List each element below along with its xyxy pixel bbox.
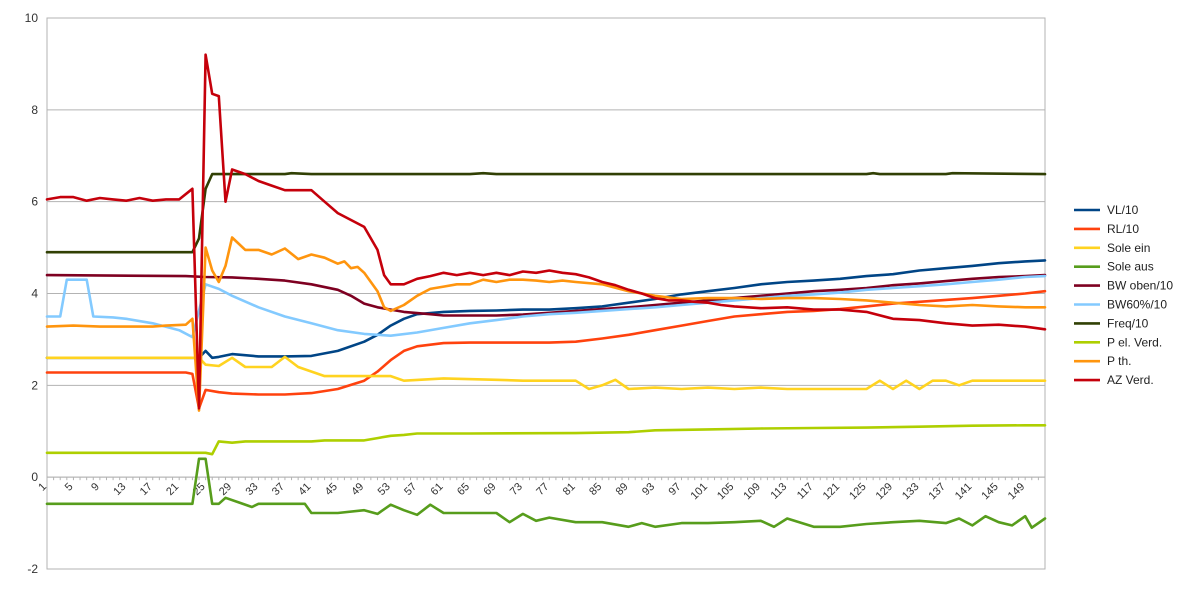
plot-area [45,53,1047,529]
x-tick-label: 125 [847,481,868,502]
series-line-vl-10 [45,259,1047,360]
y-tick-label: 6 [31,195,38,209]
x-tick-label: 49 [349,481,366,498]
y-tick-label: 0 [31,470,38,484]
legend: VL/10 RL/10 Sole ein Sole aus BW oben/10 BW60… [1074,203,1173,387]
y-tick-label: 2 [31,378,38,392]
x-tick-label: 113 [768,481,789,502]
series-line-az-verd [45,53,1047,410]
x-tick-label: 33 [243,481,260,498]
x-tick-label: 53 [376,481,393,498]
x-tick-label: 13 [111,481,128,498]
y-tick-label: 4 [31,287,38,301]
x-tick-label: 85 [587,481,604,498]
x-tick-label: 129 [874,481,895,502]
x-tick-label: 97 [666,481,683,498]
x-tick-label: 65 [455,481,472,498]
x-tick-label: 17 [138,481,155,498]
x-tick-label: 133 [900,481,921,502]
legend-label-bw60-10: BW60%/10 [1107,298,1167,312]
series-line-p-th [45,236,1047,412]
legend-label-sole-ein: Sole ein [1107,241,1150,255]
x-tick-label: 21 [164,481,181,498]
legend-label-p-el-verd: P el. Verd. [1107,335,1162,349]
x-tick-label: 105 [715,481,736,502]
series-line-sole-ein [45,355,1047,391]
legend-label-vl-10: VL/10 [1107,203,1139,217]
x-tick-label: 117 [795,481,816,502]
series-line-sole-aus [45,457,1047,529]
x-tick-label: 89 [614,481,631,498]
x-tick-label: 41 [296,481,313,498]
y-tick-label: 8 [31,103,38,117]
x-tick-label: 61 [429,481,446,498]
y-tick-label: -2 [27,562,38,576]
x-tick-label: 37 [270,481,287,498]
series-line-rl-10 [45,289,1047,410]
x-tick-label: 5 [63,481,76,494]
x-tick-label: 45 [323,481,340,498]
legend-label-rl-10: RL/10 [1107,222,1139,236]
x-tick-label: 149 [1006,481,1027,502]
x-tick-label: 121 [821,481,842,502]
legend-label-freq-10: Freq/10 [1107,316,1149,330]
series-line-bw-oben-10 [45,273,1047,317]
legend-label-p-th: P th. [1107,354,1131,368]
x-tick-label: 145 [979,481,1000,502]
x-tick-label: 69 [481,481,498,498]
x-tick-label: 77 [534,481,551,498]
x-tick-label: 93 [640,481,657,498]
legend-label-sole-aus: Sole aus [1107,260,1154,274]
x-tick-label: 101 [689,481,710,502]
x-tick-label: 73 [508,481,525,498]
series-line-p-el-verd [45,424,1047,456]
legend-label-az-verd: AZ Verd. [1107,373,1154,387]
x-tick-label: 81 [561,481,578,498]
x-axis: 1 5 9 13 17 21 25 29 33 37 41 45 49 53 57 61 65 69 73 77 81 8… [36,476,1046,502]
x-tick-label: 29 [217,481,234,498]
x-tick-label: 9 [89,481,102,494]
series-line-bw60-10 [45,274,1047,339]
y-tick-label: 10 [25,11,39,25]
x-tick-label: 109 [741,481,762,502]
x-tick-label: 141 [953,481,974,502]
y-axis: -2 0 2 4 6 8 10 [25,11,39,576]
x-tick-label: 57 [402,481,419,498]
legend-label-bw-oben-10: BW oben/10 [1107,279,1173,293]
series-line-freq-10 [45,171,1047,254]
x-tick-label: 137 [927,481,948,502]
